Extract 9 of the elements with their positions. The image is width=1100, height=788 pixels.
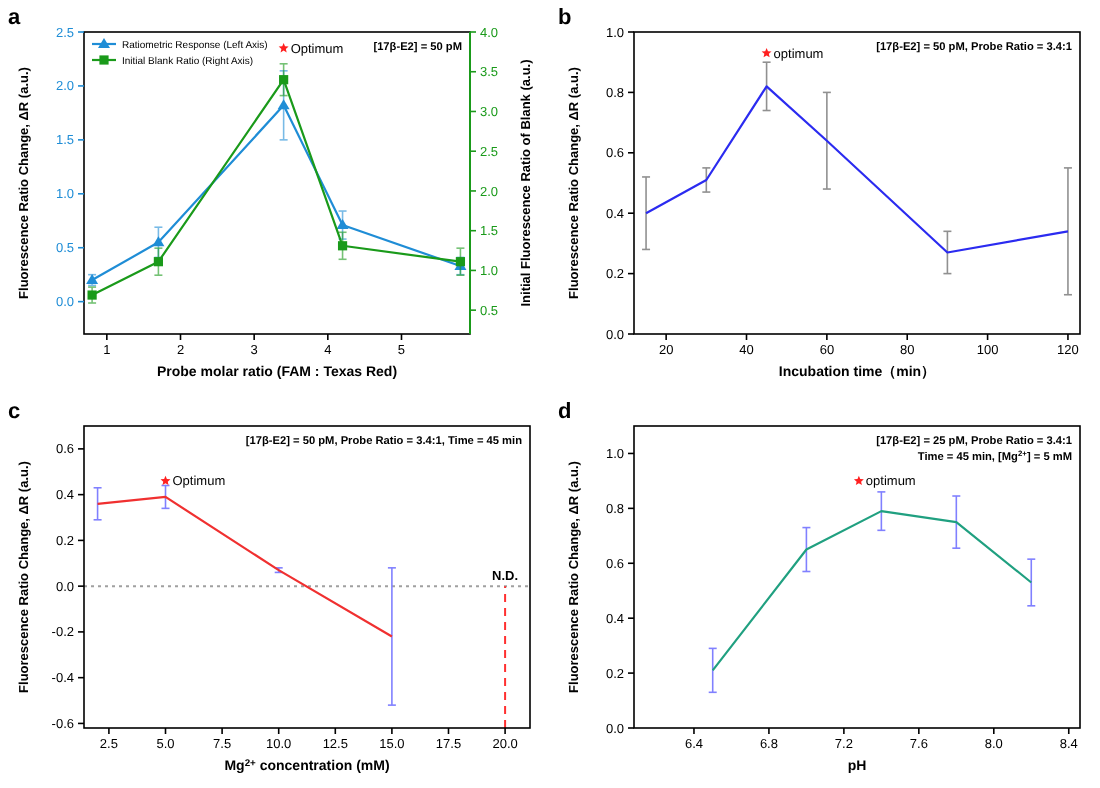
line-series — [644, 85, 1070, 254]
chart-title: a — [8, 6, 22, 30]
point — [279, 75, 289, 85]
chart-title: b — [558, 6, 572, 30]
line-series — [96, 495, 393, 638]
chart-title: c — [8, 400, 21, 424]
chart-title: d — [558, 400, 572, 424]
point — [277, 99, 290, 110]
line-series — [711, 510, 1033, 672]
